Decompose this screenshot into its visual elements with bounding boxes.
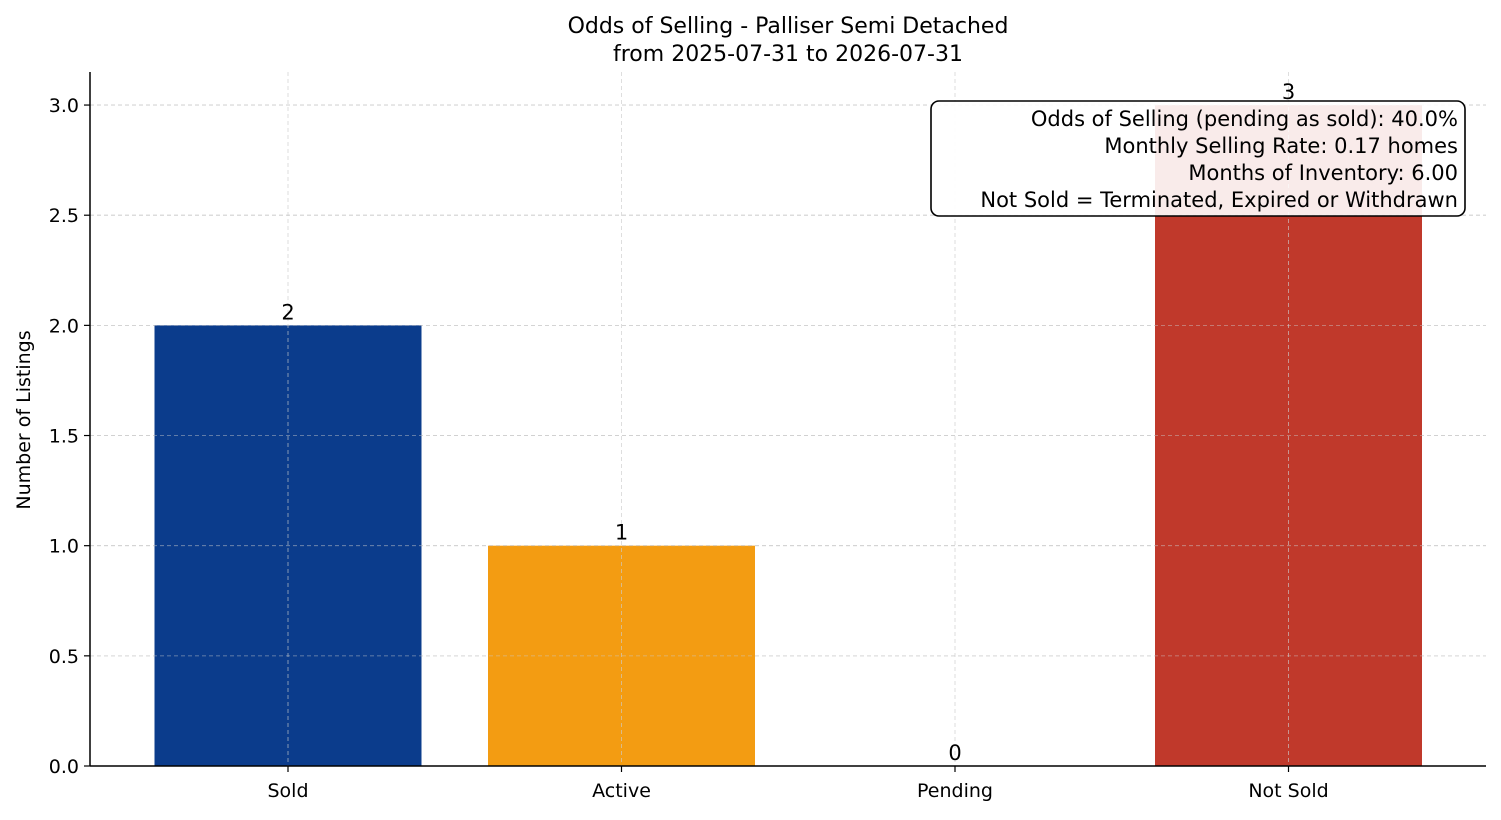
annotation-line: Not Sold = Terminated, Expired or Withdr… [980,188,1458,212]
y-tick-label: 3.0 [49,95,79,117]
data-label: 1 [615,521,628,545]
y-tick-label: 1.5 [49,426,79,448]
annotation-line: Monthly Selling Rate: 0.17 homes [1104,134,1458,158]
y-tick-label: 0.5 [49,646,79,668]
labels: 0.0 0.5 1.0 1.5 2.0 2.5 3.0 Sold Active Pending No… [49,80,1329,802]
chart-title: Odds of Selling - Palliser Semi Detached [568,14,1009,39]
y-tick-label: 2.5 [49,205,79,227]
data-label: 2 [281,300,294,324]
x-tick-label: Active [592,780,651,802]
x-tick-label: Pending [917,780,993,802]
annotation-line: Months of Inventory: 6.00 [1188,161,1458,185]
y-axis-label: Number of Listings [13,330,35,509]
y-tick-label: 2.0 [49,315,79,337]
annotation-line: Odds of Selling (pending as sold): 40.0% [1031,107,1458,131]
x-tick-label: Not Sold [1248,780,1328,802]
data-label: 3 [1282,80,1295,104]
data-label: 0 [948,741,961,765]
chart-subtitle: from 2025-07-31 to 2026-07-31 [613,42,963,67]
y-tick-label: 0.0 [49,756,79,778]
y-tick-label: 1.0 [49,536,79,558]
x-tick-label: Sold [267,780,308,802]
annotation-frame [930,100,1466,217]
annotation-box: Odds of Selling (pending as sold): 40.0%… [930,100,1466,217]
